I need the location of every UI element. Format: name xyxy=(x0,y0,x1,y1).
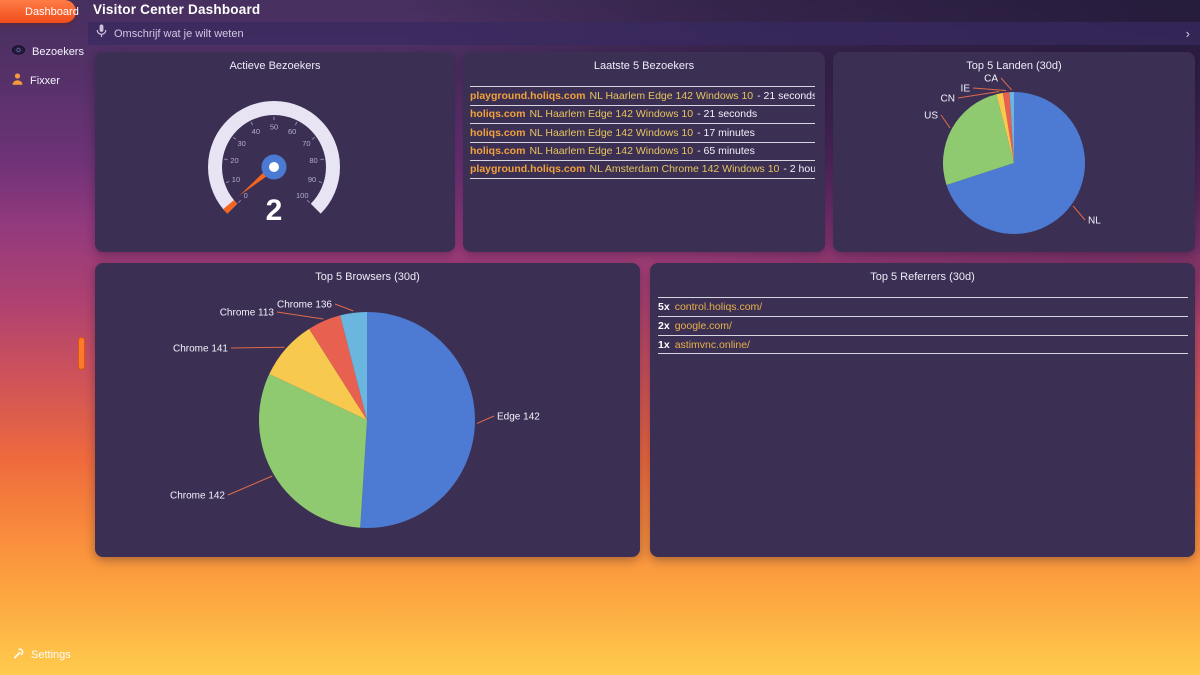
visitor-info: NL Haarlem Edge 142 Windows 10 xyxy=(589,89,754,102)
svg-text:NL: NL xyxy=(1088,216,1101,227)
visitor-row[interactable]: holiqs.com NL Haarlem Edge 142 Windows 1… xyxy=(470,104,815,124)
svg-text:Chrome 136: Chrome 136 xyxy=(277,300,332,311)
wrench-icon xyxy=(13,647,25,662)
visitor-domain[interactable]: holiqs.com xyxy=(470,108,526,121)
card-title: Top 5 Landen (30d) xyxy=(966,60,1062,72)
referrer-list: 5x control.holiqs.com/ 2x google.com/ 1x… xyxy=(658,297,1188,354)
visitor-info: NL Haarlem Edge 142 Windows 10 xyxy=(529,108,694,121)
card-top-countries: NL US CN IE CA Top 5 Landen (30d) xyxy=(833,52,1195,252)
referrer-link[interactable]: control.holiqs.com/ xyxy=(674,301,763,313)
svg-text:70: 70 xyxy=(302,139,310,148)
visitor-domain[interactable]: holiqs.com xyxy=(470,126,526,139)
sidebar-item-bezoekers[interactable]: Bezoekers xyxy=(12,45,84,58)
referrer-count: 2x xyxy=(658,320,670,332)
referrer-link[interactable]: astimvnc.online/ xyxy=(674,338,750,351)
visitor-info: NL Amsterdam Chrome 142 Windows 10 xyxy=(589,163,780,176)
svg-text:40: 40 xyxy=(252,127,260,136)
referrer-row: 1x astimvnc.online/ xyxy=(658,335,1188,354)
svg-text:CA: CA xyxy=(984,74,998,85)
svg-text:30: 30 xyxy=(237,139,245,148)
visitor-domain[interactable]: playground.holiqs.com xyxy=(470,89,586,102)
page-title: Visitor Center Dashboard xyxy=(93,2,261,17)
svg-text:50: 50 xyxy=(270,123,278,132)
visitor-info: NL Haarlem Edge 142 Windows 10 xyxy=(529,126,694,139)
sidebar-item-dashboard[interactable]: Dashboard xyxy=(0,0,79,23)
svg-text:80: 80 xyxy=(309,156,317,165)
visitor-row[interactable]: holiqs.com NL Haarlem Edge 142 Windows 1… xyxy=(470,141,815,161)
svg-text:Chrome 113: Chrome 113 xyxy=(220,308,275,319)
sidebar-drag-handle[interactable] xyxy=(78,337,85,370)
card-title: Top 5 Browsers (30d) xyxy=(315,271,420,283)
card-title: Top 5 Referrers (30d) xyxy=(870,271,975,283)
svg-text:60: 60 xyxy=(288,127,296,136)
svg-text:CN: CN xyxy=(941,94,955,105)
search-input[interactable] xyxy=(114,27,1179,40)
microphone-icon xyxy=(96,24,107,43)
svg-text:Chrome 141: Chrome 141 xyxy=(173,344,228,355)
visitor-row[interactable]: playground.holiqs.com NL Haarlem Edge 14… xyxy=(470,86,815,105)
svg-text:Edge 142: Edge 142 xyxy=(497,412,540,423)
visitor-domain[interactable]: playground.holiqs.com xyxy=(470,163,586,176)
visitor-row[interactable]: playground.holiqs.com NL Amsterdam Chrom… xyxy=(470,160,815,179)
visitor-time: - 17 minutes xyxy=(697,126,755,139)
svg-text:20: 20 xyxy=(230,156,238,165)
card-active-visitors: 0 10 20 30 40 50 60 70 80 90 100 2 Actieve Bezoeker… xyxy=(95,52,455,252)
svg-text:100: 100 xyxy=(296,191,309,200)
svg-text:Chrome 142: Chrome 142 xyxy=(170,491,225,502)
visitor-time: - 65 minutes xyxy=(697,145,755,158)
visitor-domain[interactable]: holiqs.com xyxy=(470,145,526,158)
visitor-row[interactable]: holiqs.com NL Haarlem Edge 142 Windows 1… xyxy=(470,123,815,142)
sidebar-item-label: Bezoekers xyxy=(32,45,84,58)
person-icon xyxy=(12,73,23,88)
visitor-time: - 21 seconds xyxy=(757,89,815,102)
dashboard-icon xyxy=(17,9,23,14)
eye-icon xyxy=(12,45,25,58)
svg-text:0: 0 xyxy=(244,191,248,200)
sidebar-item-label: Dashboard xyxy=(25,5,79,18)
svg-text:10: 10 xyxy=(232,175,240,184)
sidebar-item-fixxer[interactable]: Fixxer xyxy=(12,73,60,88)
search-bar[interactable]: › xyxy=(88,22,1200,45)
card-top-referrers: Top 5 Referrers (30d) 5x control.holiqs.… xyxy=(650,263,1195,557)
referrer-row: 5x control.holiqs.com/ xyxy=(658,297,1188,316)
svg-text:US: US xyxy=(924,111,938,122)
svg-text:2: 2 xyxy=(266,194,283,227)
referrer-link[interactable]: google.com/ xyxy=(674,320,732,332)
card-title: Actieve Bezoekers xyxy=(229,60,321,72)
svg-text:90: 90 xyxy=(308,175,316,184)
sidebar-item-settings[interactable]: Settings xyxy=(13,647,71,662)
visitor-info: NL Haarlem Edge 142 Windows 10 xyxy=(529,145,694,158)
card-title: Laatste 5 Bezoekers xyxy=(593,60,695,72)
card-top-browsers: Edge 142 Chrome 142 Chrome 141 Chrome 113 Ch… xyxy=(95,263,640,557)
settings-label: Settings xyxy=(31,648,71,661)
referrer-count: 5x xyxy=(658,301,670,313)
visitor-time: - 2 hours xyxy=(783,163,815,176)
svg-text:IE: IE xyxy=(961,84,971,95)
active-visitors-gauge[interactable]: 0 10 20 30 40 50 60 70 80 90 100 2 xyxy=(95,52,455,252)
referrer-count: 1x xyxy=(658,338,670,351)
search-submit-icon[interactable]: › xyxy=(1185,26,1190,41)
visitor-time: - 21 seconds xyxy=(697,108,758,121)
card-last-visitors: Laatste 5 Bezoekers playground.holiqs.co… xyxy=(463,52,825,252)
referrer-row: 2x google.com/ xyxy=(658,316,1188,335)
visitor-list: playground.holiqs.com NL Haarlem Edge 14… xyxy=(470,86,815,179)
sidebar-item-label: Fixxer xyxy=(30,74,60,87)
browsers-pie-chart[interactable]: Edge 142 Chrome 142 Chrome 141 Chrome 113Ch… xyxy=(95,263,640,557)
